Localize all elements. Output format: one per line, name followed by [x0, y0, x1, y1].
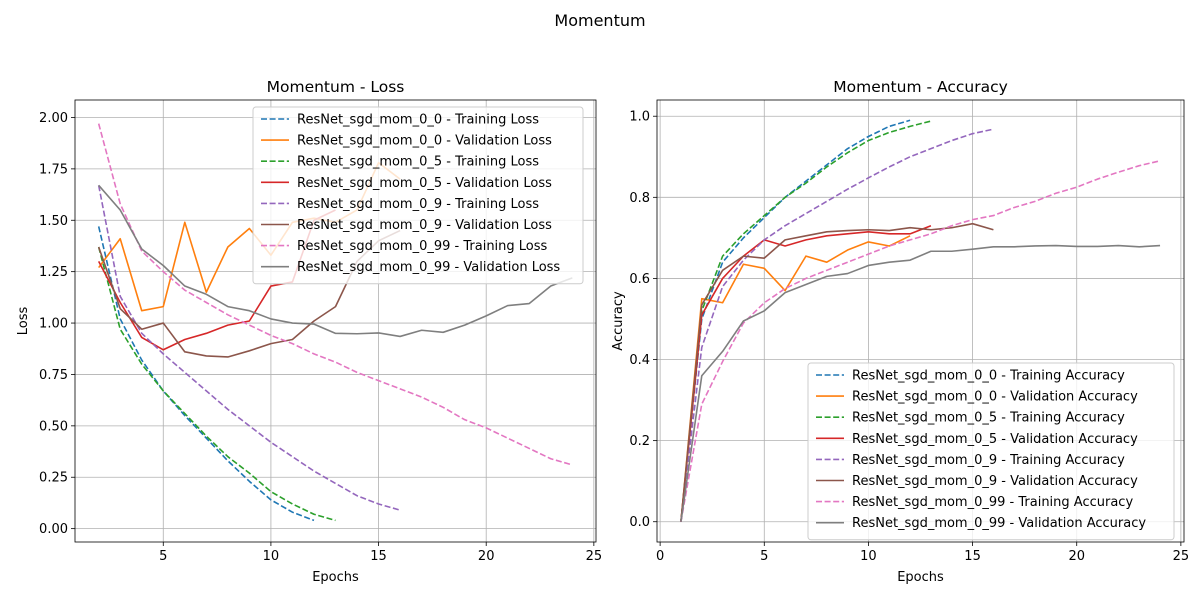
loss-y-tick-label: 1.00 — [39, 317, 68, 332]
accuracy-legend: ResNet_sgd_mom_0_0 - Training Accuracy Re… — [807, 362, 1175, 541]
loss-x-tick-label: 20 — [478, 549, 495, 564]
accuracy-legend-entry-2: ResNet_sgd_mom_0_5 - Training Accuracy — [852, 411, 1125, 426]
accuracy-series-line-4 — [680, 128, 994, 522]
accuracy-chart-title: Momentum - Accuracy — [833, 78, 1008, 96]
accuracy-y-tick-label: 0.8 — [629, 191, 650, 206]
loss-legend-entry-4: ResNet_sgd_mom_0_9 - Training Loss — [297, 197, 539, 212]
accuracy-legend-entry-1: ResNet_sgd_mom_0_0 - Validation Accuracy — [852, 390, 1138, 405]
loss-x-tick-label: 10 — [263, 549, 280, 564]
loss-y-tick-label: 0.25 — [39, 471, 68, 486]
accuracy-series-line-2 — [680, 120, 932, 522]
loss-series-line-0 — [97, 226, 315, 522]
accuracy-legend-entry-7: ResNet_sgd_mom_0_99 - Validation Accurac… — [852, 516, 1146, 531]
loss-axes-frame — [74, 99, 597, 543]
accuracy-x-tick-label: 0 — [656, 549, 664, 564]
accuracy-series-line-7 — [680, 244, 1161, 522]
accuracy-legend-entry-3: ResNet_sgd_mom_0_5 - Validation Accuracy — [852, 432, 1138, 447]
loss-y-tick-label: 0.75 — [39, 368, 68, 383]
accuracy-x-tick-label: 10 — [860, 549, 877, 564]
accuracy-x-axis-label: Epochs — [897, 570, 944, 585]
accuracy-series-line-3 — [680, 224, 932, 522]
figure-suptitle: Momentum — [554, 11, 645, 30]
loss-legend-entry-2: ResNet_sgd_mom_0_5 - Training Loss — [297, 155, 539, 170]
loss-legend-entry-5: ResNet_sgd_mom_0_9 - Validation Loss — [297, 218, 552, 233]
loss-legend-entry-3: ResNet_sgd_mom_0_5 - Validation Loss — [297, 176, 552, 191]
loss-legend-entry-0: ResNet_sgd_mom_0_0 - Training Loss — [297, 113, 539, 128]
accuracy-y-axis-label: Accuracy — [611, 291, 626, 351]
accuracy-series-line-1 — [680, 235, 911, 522]
accuracy-x-tick-label: 5 — [760, 549, 768, 564]
accuracy-x-tick-label: 20 — [1068, 549, 1085, 564]
accuracy-y-tick-label: 1.0 — [629, 110, 650, 125]
accuracy-series-line-5 — [680, 222, 994, 522]
loss-legend: ResNet_sgd_mom_0_0 - Training Loss ResNet… — [252, 106, 584, 285]
loss-series-line-4 — [97, 185, 401, 511]
accuracy-y-tick-label: 0.0 — [629, 515, 650, 530]
loss-x-tick-label: 25 — [586, 549, 603, 564]
loss-x-tick-label: 5 — [159, 549, 167, 564]
loss-chart-title: Momentum - Loss — [267, 78, 405, 96]
loss-plot: 5 10 15 20 25 0.00 0.25 0.50 0.75 1.00 1.25 1.50 1.7… — [16, 78, 602, 585]
accuracy-y-tick-label: 0.4 — [629, 353, 650, 368]
loss-y-tick-label: 0.50 — [39, 419, 68, 434]
loss-legend-entry-6: ResNet_sgd_mom_0_99 - Training Loss — [297, 239, 548, 254]
loss-legend-box — [252, 106, 584, 285]
accuracy-legend-entry-6: ResNet_sgd_mom_0_99 - Training Accuracy — [852, 495, 1133, 510]
accuracy-legend-entry-5: ResNet_sgd_mom_0_9 - Validation Accuracy — [852, 474, 1138, 489]
loss-y-tick-label: 1.25 — [39, 265, 68, 280]
accuracy-legend-entry-0: ResNet_sgd_mom_0_0 - Training Accuracy — [852, 369, 1125, 384]
accuracy-x-tick-label: 15 — [964, 549, 981, 564]
loss-series-line-7 — [98, 184, 573, 338]
loss-series-line-2 — [97, 246, 336, 522]
loss-y-axis-label: Loss — [16, 307, 31, 336]
accuracy-plot: 0 5 10 15 20 25 0.0 0.2 0.4 0.6 0.8 1.0 Momentum - A… — [611, 78, 1189, 585]
loss-y-tick-label: 2.00 — [39, 111, 68, 126]
loss-legend-entry-1: ResNet_sgd_mom_0_0 - Validation Loss — [297, 134, 552, 149]
accuracy-legend-entry-4: ResNet_sgd_mom_0_9 - Training Accuracy — [852, 453, 1125, 468]
accuracy-axes-frame — [656, 99, 1185, 543]
accuracy-series-line-0 — [680, 119, 911, 522]
loss-y-tick-label: 0.00 — [39, 522, 68, 537]
loss-series-line-6 — [97, 123, 573, 466]
accuracy-y-tick-label: 0.2 — [629, 434, 650, 449]
loss-x-tick-label: 15 — [370, 549, 387, 564]
loss-legend-entry-7: ResNet_sgd_mom_0_99 - Validation Loss — [297, 260, 560, 275]
accuracy-y-tick-label: 0.6 — [629, 272, 650, 287]
loss-y-tick-label: 1.75 — [39, 162, 68, 177]
accuracy-x-tick-label: 25 — [1173, 549, 1190, 564]
loss-y-tick-label: 1.50 — [39, 214, 68, 229]
loss-x-axis-label: Epochs — [312, 570, 359, 585]
accuracy-legend-box — [807, 362, 1175, 541]
accuracy-series-line-6 — [680, 160, 1161, 522]
